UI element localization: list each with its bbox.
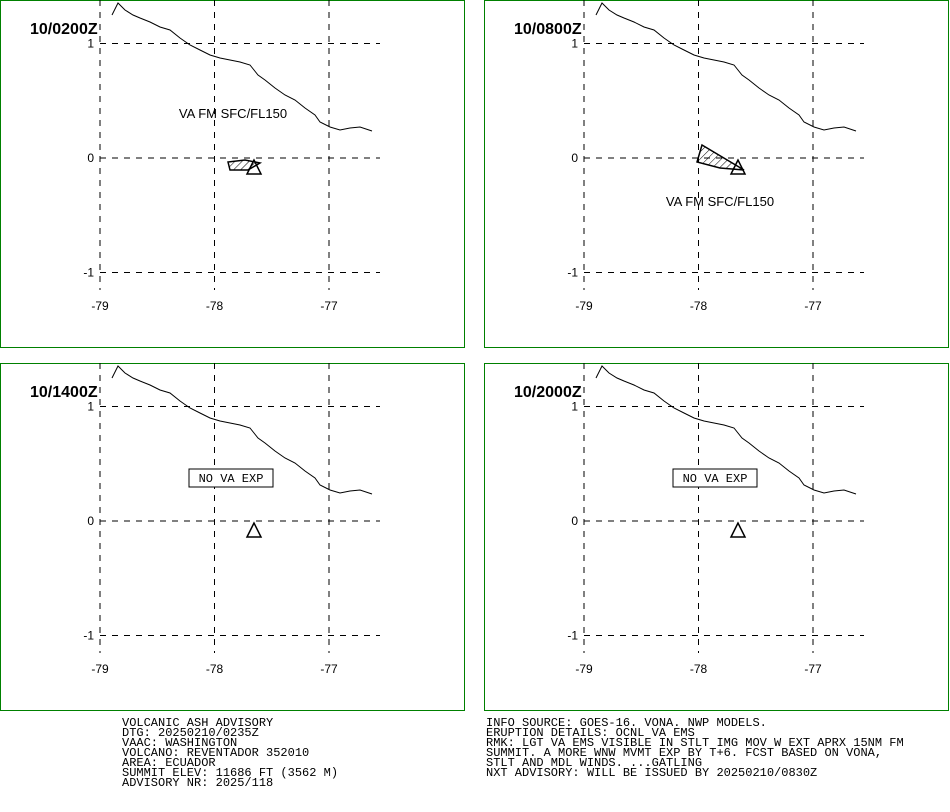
advisory-line: SUMMIT. A MORE WNW MVMT EXP BY T+6. FCST…	[486, 746, 882, 760]
lat-label: 0	[571, 151, 578, 165]
advisory-line: DTG: 20250210/0235Z	[122, 726, 259, 740]
ash-area	[227, 159, 263, 171]
coastline	[595, 2, 857, 132]
valid-time: 10/1400Z	[30, 384, 98, 401]
advisory-line: ADVISORY NR: 2025/118	[122, 776, 273, 790]
lon-label: -77	[804, 662, 822, 676]
advisory-line: RMK: LGT VA EMS VISIBLE IN STLT IMG MOV …	[486, 736, 904, 750]
ash-label: VA FM SFC/FL150	[179, 106, 287, 121]
no-ash-label: NO VA EXP	[683, 472, 748, 486]
lon-label: -79	[575, 299, 593, 313]
lat-label: 1	[571, 400, 578, 414]
advisory-line: ERUPTION DETAILS: OCNL VA EMS	[486, 726, 695, 740]
valid-time: 10/0200Z	[30, 21, 98, 38]
advisory-line: VAAC: WASHINGTON	[122, 736, 237, 750]
advisory-line: VOLCANO: REVENTADOR 352010	[122, 746, 309, 760]
lat-label: 1	[87, 37, 94, 51]
coastline	[111, 2, 373, 132]
lon-label: -79	[91, 662, 109, 676]
volcano	[245, 521, 263, 538]
ash-area	[696, 143, 745, 171]
advisory-line: SUMMIT ELEV: 11686 FT (3562 M)	[122, 766, 338, 780]
advisory-line: NXT ADVISORY: WILL BE ISSUED BY 20250210…	[486, 766, 817, 780]
lon-label: -78	[690, 299, 708, 313]
coastline	[111, 365, 373, 495]
valid-time: 10/0800Z	[514, 21, 582, 38]
lon-label: -77	[804, 299, 822, 313]
coastline	[595, 365, 857, 495]
advisory-line: AREA: ECUADOR	[122, 756, 216, 770]
lat-label: 0	[87, 514, 94, 528]
no-ash-label: NO VA EXP	[199, 472, 264, 486]
lon-label: -77	[320, 662, 338, 676]
advisory-line: INFO SOURCE: GOES-16. VONA. NWP MODELS.	[486, 716, 767, 730]
valid-time: 10/2000Z	[514, 384, 582, 401]
ash-label: VA FM SFC/FL150	[666, 194, 774, 209]
map-panel: -79 -78 -77 1 0 -1 10/2000Z NO VA EXP	[484, 363, 949, 711]
lat-label: 1	[571, 37, 578, 51]
lon-label: -78	[690, 662, 708, 676]
label-box	[672, 468, 758, 488]
map-panel: -79 -78 -77 1 0 -1 10/0200Z VA FM SFC/FL150	[0, 0, 465, 348]
advisory-line: VOLCANIC ASH ADVISORY	[122, 716, 273, 730]
panel-border	[484, 363, 949, 711]
panel-border	[484, 0, 949, 348]
lon-label: -79	[91, 299, 109, 313]
lat-label: 1	[87, 400, 94, 414]
lon-label: -79	[575, 662, 593, 676]
lon-label: -78	[206, 299, 224, 313]
lat-label: -1	[567, 629, 578, 643]
panel-border	[0, 363, 465, 711]
lat-label: -1	[567, 266, 578, 280]
lat-label: 0	[571, 514, 578, 528]
lat-label: -1	[83, 629, 94, 643]
volcano	[729, 521, 747, 538]
map-panel: -79 -78 -77 1 0 -1 10/1400Z NO VA EXP	[0, 363, 465, 711]
advisory-line: STLT AND MDL WINDS. ...GATLING	[486, 756, 702, 770]
map-panel: -79 -78 -77 1 0 -1 10/0800Z VA FM SFC/FL150	[484, 0, 949, 348]
lat-label: 0	[87, 151, 94, 165]
lon-label: -77	[320, 299, 338, 313]
lon-label: -78	[206, 662, 224, 676]
lat-label: -1	[83, 266, 94, 280]
panel-border	[0, 0, 465, 348]
label-box	[188, 468, 274, 488]
